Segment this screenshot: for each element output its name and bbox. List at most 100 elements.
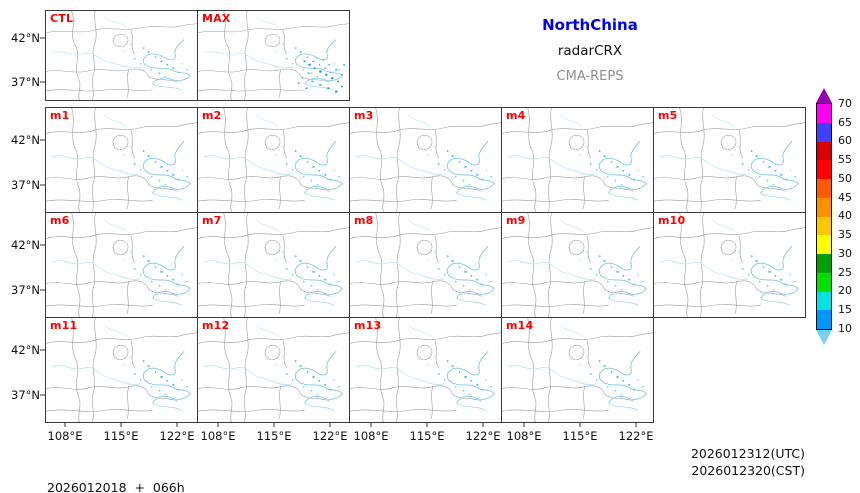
north-china-map: [198, 318, 349, 422]
panel-label: m7: [202, 214, 222, 227]
panel-label: m4: [506, 109, 526, 122]
product-title: radarCRX: [557, 43, 623, 59]
y-tick-label: 42°N: [11, 238, 40, 252]
north-china-map: [502, 108, 653, 212]
north-china-map: [654, 213, 805, 317]
y-tick-label: 42°N: [11, 343, 40, 357]
panel-label: m9: [506, 214, 526, 227]
colorbar-band: [817, 310, 831, 329]
panel-m12: m12: [197, 317, 350, 423]
colorbar-tick-label: 35: [838, 228, 852, 241]
region-title: NorthChina: [542, 16, 638, 34]
x-tick-label: 115°E: [409, 429, 445, 443]
x-tick-label: 108°E: [47, 429, 83, 443]
x-tick-label: 108°E: [353, 429, 389, 443]
panel-label: m10: [658, 214, 686, 227]
colorbar-body: [816, 103, 832, 330]
y-tick-label: 37°N: [11, 388, 40, 402]
colorbar-band: [817, 254, 831, 273]
colorbar-tick-label: 60: [838, 134, 852, 147]
panel-m1: m1: [45, 107, 198, 213]
y-tick-label: 37°N: [11, 178, 40, 192]
panel-row-2: m1 m2 m3 m4 m5: [45, 107, 806, 213]
panel-row-3: m6 m7 m8 m9 m10: [45, 212, 806, 318]
colorbar-band: [817, 141, 831, 161]
panel-label: m5: [658, 109, 678, 122]
north-china-map: [350, 213, 501, 317]
panel-label: m13: [354, 319, 382, 332]
panel-m10: m10: [653, 212, 806, 318]
y-tick-label: 37°N: [11, 75, 40, 89]
colorbar-tick-label: 70: [838, 97, 852, 110]
colorbar-band: [817, 104, 831, 123]
north-china-map: [46, 213, 197, 317]
colorbar-band: [817, 160, 831, 179]
panel-label: m11: [50, 319, 78, 332]
panel-label: m14: [506, 319, 534, 332]
valid-time-utc: 2026012312(UTC): [690, 446, 805, 461]
panel-label: m6: [50, 214, 70, 227]
panel-m6: m6: [45, 212, 198, 318]
panel-m3: m3: [349, 107, 502, 213]
colorbar-band: [817, 197, 831, 217]
panel-m5: m5: [653, 107, 806, 213]
north-china-map: [198, 108, 349, 212]
colorbar-band: [817, 235, 831, 254]
colorbar-tick-label: 50: [838, 172, 852, 185]
model-title: CMA-REPS: [556, 69, 624, 84]
north-china-map: [46, 108, 197, 212]
colorbar-tick-label: 65: [838, 116, 852, 129]
panel-label: m3: [354, 109, 374, 122]
panel-m8: m8: [349, 212, 502, 318]
panel-m7: m7: [197, 212, 350, 318]
x-tick-label: 108°E: [506, 429, 542, 443]
x-tick-label: 122°E: [312, 429, 348, 443]
colorbar-band: [817, 272, 831, 292]
colorbar-band: [817, 179, 831, 198]
valid-time-block: 2026012312(UTC) 2026012320(CST): [605, 445, 805, 479]
y-tick-label: 37°N: [11, 283, 40, 297]
panel-label: m12: [202, 319, 230, 332]
north-china-map: [350, 108, 501, 212]
y-tick-label: 42°N: [11, 133, 40, 147]
colorbar-arrow-top: [816, 88, 832, 103]
panel-label: m2: [202, 109, 222, 122]
title-block: NorthChina radarCRX CMA-REPS: [470, 16, 710, 84]
north-china-map: [502, 213, 653, 317]
panel-label: CTL: [50, 12, 74, 25]
valid-time-cst: 2026012320(CST): [691, 463, 805, 478]
north-china-map: [502, 318, 653, 422]
colorbar-tick-label: 45: [838, 191, 852, 204]
panel-m13: m13: [349, 317, 502, 423]
x-tick-label: 122°E: [159, 429, 195, 443]
panel-row-4: m11 m12 m13 m14: [45, 317, 654, 423]
panel-label: m8: [354, 214, 374, 227]
panel-m2: m2: [197, 107, 350, 213]
colorbar-band: [817, 291, 831, 311]
colorbar-tick-label: 55: [838, 153, 852, 166]
colorbar-tick-label: 30: [838, 247, 852, 260]
x-tick-label: 115°E: [562, 429, 598, 443]
panel-label: m1: [50, 109, 70, 122]
panel-m9: m9: [501, 212, 654, 318]
colorbar-tick-label: 20: [838, 284, 852, 297]
colorbar-arrow-bottom: [816, 330, 832, 345]
x-tick-label: 115°E: [256, 429, 292, 443]
y-tick-label: 42°N: [11, 31, 40, 45]
colorbar-tick-label: 10: [838, 322, 852, 335]
x-tick-label: 122°E: [618, 429, 654, 443]
colorbar-tick-label: 25: [838, 266, 852, 279]
panel-row-1: CTL MAX: [45, 10, 350, 101]
north-china-map: [350, 318, 501, 422]
colorbar-band: [817, 122, 831, 142]
north-china-map: [654, 108, 805, 212]
panel-m11: m11: [45, 317, 198, 423]
x-tick-label: 122°E: [465, 429, 501, 443]
x-tick-label: 115°E: [103, 429, 139, 443]
x-tick-label: 108°E: [200, 429, 236, 443]
north-china-map: [198, 213, 349, 317]
colorbar: [816, 88, 832, 345]
north-china-map: [46, 318, 197, 422]
init-time-line-1: 2026012018 + 066h: [47, 480, 185, 493]
